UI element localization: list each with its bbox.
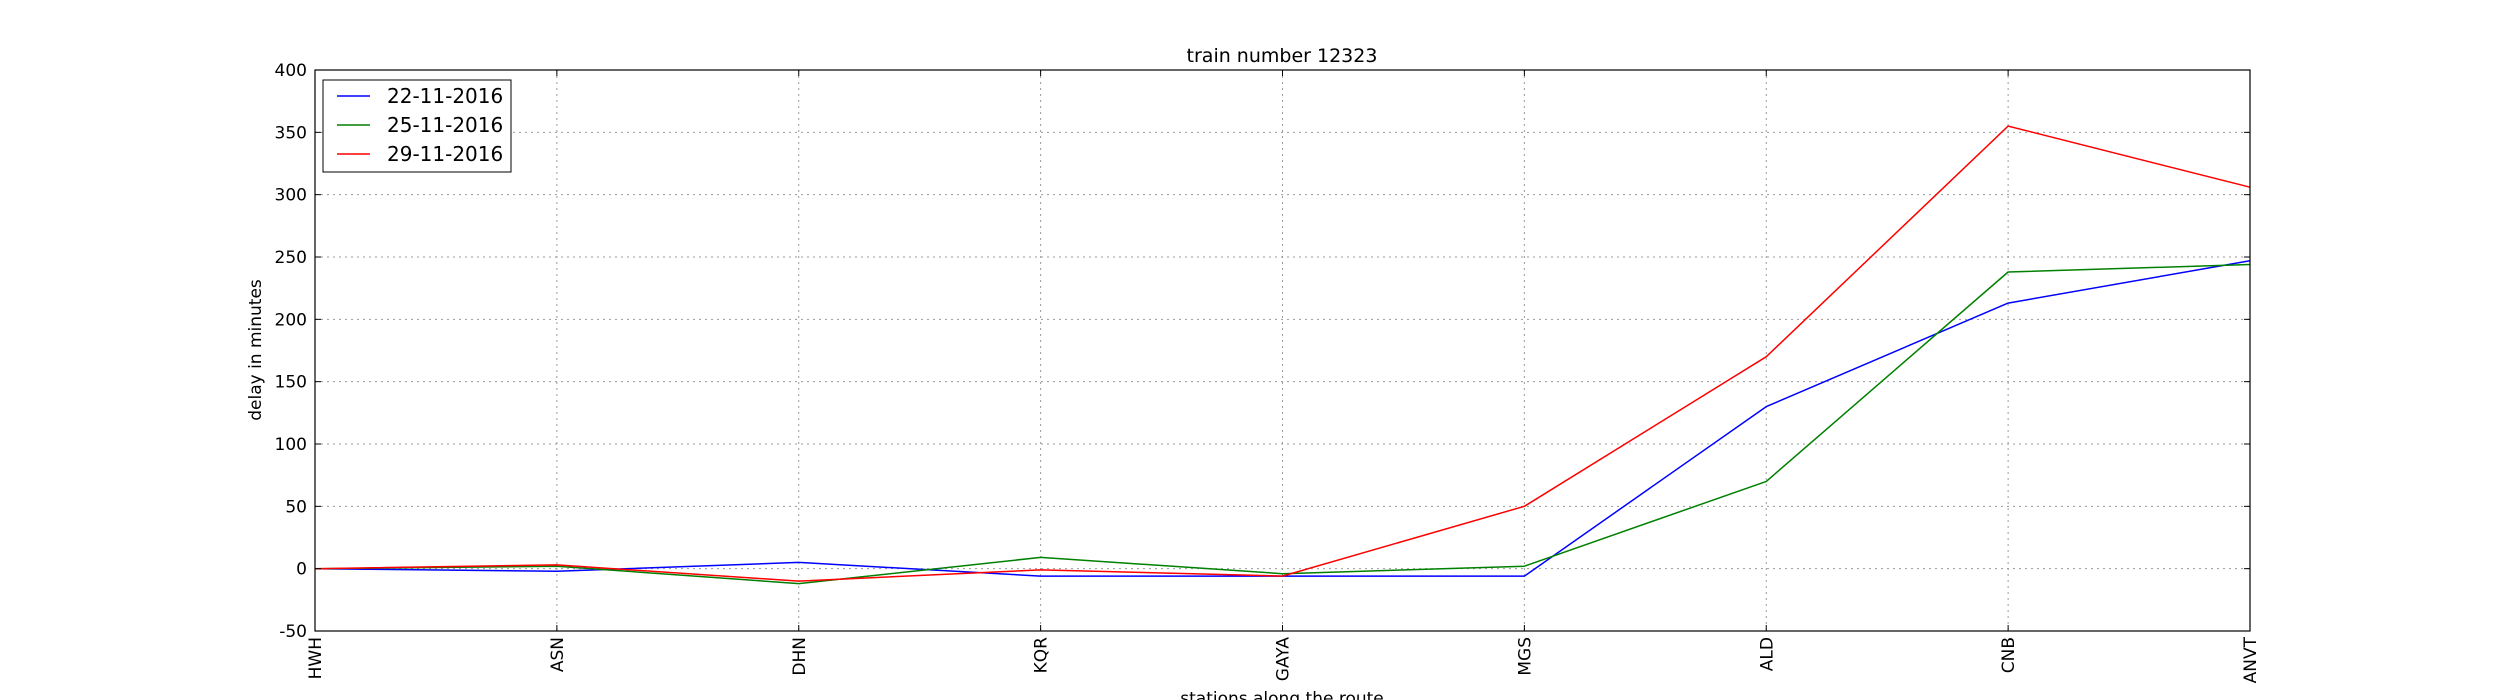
x-tick-label: ANVT <box>2241 636 2261 683</box>
legend-label: 29-11-2016 <box>387 142 503 166</box>
series-lines <box>314 125 2251 585</box>
y-tick-label: 50 <box>285 497 307 517</box>
legend: 22-11-2016 25-11-2016 29-11-2016 <box>322 79 512 173</box>
y-tick-label: 300 <box>275 186 307 206</box>
y-tick-label: 250 <box>275 248 307 268</box>
x-tick-label: MGS <box>1515 637 1535 676</box>
y-tick-label: 100 <box>275 435 307 455</box>
y-tick-label: 400 <box>275 61 307 81</box>
x-tick-label: KQR <box>1032 637 1052 674</box>
x-tick-label: ASN <box>548 637 568 672</box>
x-tick-label: CNB <box>1999 637 2019 673</box>
y-axis-label: delay in minutes <box>246 279 266 421</box>
y-tick-label: 350 <box>275 123 307 143</box>
series-line <box>314 263 2251 585</box>
y-tick-label: 200 <box>275 310 307 330</box>
series-line <box>314 125 2251 582</box>
x-axis-ticks: HWH ASN DHN KQR GAYA MGS ALD CNB ANVT <box>306 70 2261 683</box>
grid <box>315 70 2250 631</box>
y-tick-label: 0 <box>296 560 307 580</box>
x-axis-label: stations along the route <box>1180 689 1384 700</box>
y-tick-label: -50 <box>279 622 307 642</box>
x-tick-label: GAYA <box>1274 637 1294 682</box>
x-tick-label: ALD <box>1757 637 1777 671</box>
legend-label: 22-11-2016 <box>387 84 503 108</box>
y-tick-label: 150 <box>275 373 307 393</box>
legend-label: 25-11-2016 <box>387 113 503 137</box>
y-axis-ticks: -50 0 50 100 150 200 250 300 350 400 <box>275 61 2250 642</box>
chart-title: train number 12323 <box>1187 45 1378 67</box>
x-tick-label: HWH <box>306 637 326 679</box>
x-tick-label: DHN <box>790 637 810 676</box>
